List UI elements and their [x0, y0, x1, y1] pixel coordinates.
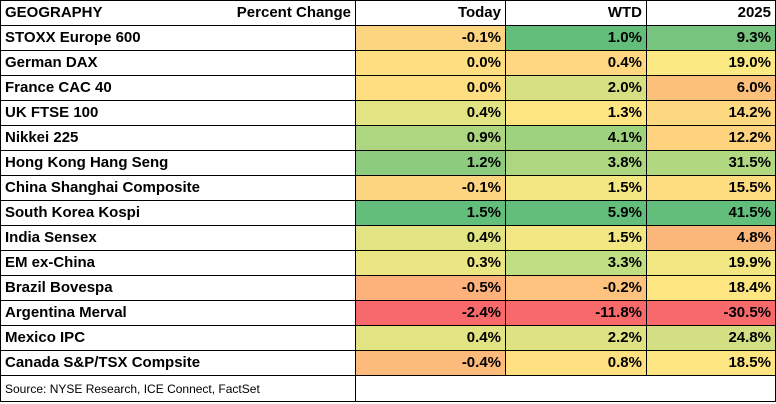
- table-row: France CAC 40 0.0% 2.0% 6.0%: [0, 75, 776, 101]
- geography-name-cell: German DAX: [0, 50, 356, 76]
- ytd-change-cell: 19.0%: [646, 50, 776, 76]
- today-change-cell: -0.5%: [355, 275, 506, 301]
- today-change-cell: -0.4%: [355, 350, 506, 376]
- today-change-cell: 0.0%: [355, 50, 506, 76]
- ytd-header: 2025: [646, 0, 776, 26]
- geography-name-cell: France CAC 40: [0, 75, 356, 101]
- geography-name-cell: Brazil Bovespa: [0, 275, 356, 301]
- ytd-change-cell: 18.4%: [646, 275, 776, 301]
- table-row: UK FTSE 100 0.4% 1.3% 14.2%: [0, 100, 776, 126]
- table-row: EM ex-China 0.3% 3.3% 19.9%: [0, 250, 776, 276]
- wtd-change-cell: 1.5%: [505, 225, 647, 251]
- ytd-change-cell: 9.3%: [646, 25, 776, 51]
- source-note: Source: NYSE Research, ICE Connect, Fact…: [0, 375, 356, 402]
- table-row: German DAX 0.0% 0.4% 19.0%: [0, 50, 776, 76]
- wtd-change-cell: 3.8%: [505, 150, 647, 176]
- wtd-change-cell: 1.3%: [505, 100, 647, 126]
- today-header: Today: [355, 0, 506, 26]
- today-change-cell: 0.0%: [355, 75, 506, 101]
- today-change-cell: -0.1%: [355, 25, 506, 51]
- wtd-change-cell: 2.0%: [505, 75, 647, 101]
- table-row: Argentina Merval -2.4% -11.8% -30.5%: [0, 300, 776, 326]
- percent-change-header: Percent Change: [236, 4, 351, 21]
- today-change-cell: 0.4%: [355, 225, 506, 251]
- ytd-change-cell: 19.9%: [646, 250, 776, 276]
- today-change-cell: 0.9%: [355, 125, 506, 151]
- table-row: China Shanghai Composite -0.1% 1.5% 15.5%: [0, 175, 776, 201]
- ytd-change-cell: 6.0%: [646, 75, 776, 101]
- table-row: Mexico IPC 0.4% 2.2% 24.8%: [0, 325, 776, 351]
- geography-name-cell: Nikkei 225: [0, 125, 356, 151]
- geography-name-cell: Canada S&P/TSX Compsite: [0, 350, 356, 376]
- wtd-change-cell: 1.5%: [505, 175, 647, 201]
- wtd-change-cell: 2.2%: [505, 325, 647, 351]
- wtd-change-cell: 0.8%: [505, 350, 647, 376]
- wtd-change-cell: 5.9%: [505, 200, 647, 226]
- today-change-cell: 0.3%: [355, 250, 506, 276]
- ytd-change-cell: 24.8%: [646, 325, 776, 351]
- table-row: Canada S&P/TSX Compsite -0.4% 0.8% 18.5%: [0, 350, 776, 376]
- geography-header: GEOGRAPHY: [5, 4, 103, 21]
- today-change-cell: -2.4%: [355, 300, 506, 326]
- table-row: Brazil Bovespa -0.5% -0.2% 18.4%: [0, 275, 776, 301]
- geography-name-cell: South Korea Kospi: [0, 200, 356, 226]
- geography-header-cell: GEOGRAPHY Percent Change: [0, 0, 356, 26]
- ytd-change-cell: -30.5%: [646, 300, 776, 326]
- geography-name-cell: EM ex-China: [0, 250, 356, 276]
- wtd-change-cell: 3.3%: [505, 250, 647, 276]
- wtd-header: WTD: [505, 0, 647, 26]
- table-row: STOXX Europe 600 -0.1% 1.0% 9.3%: [0, 25, 776, 51]
- ytd-change-cell: 18.5%: [646, 350, 776, 376]
- empty-cell: [355, 375, 776, 402]
- geography-name-cell: Mexico IPC: [0, 325, 356, 351]
- geography-name-cell: STOXX Europe 600: [0, 25, 356, 51]
- ytd-change-cell: 31.5%: [646, 150, 776, 176]
- wtd-change-cell: -0.2%: [505, 275, 647, 301]
- geography-name-cell: India Sensex: [0, 225, 356, 251]
- geography-name-cell: Hong Kong Hang Seng: [0, 150, 356, 176]
- ytd-change-cell: 12.2%: [646, 125, 776, 151]
- today-change-cell: -0.1%: [355, 175, 506, 201]
- today-change-cell: 0.4%: [355, 100, 506, 126]
- ytd-change-cell: 4.8%: [646, 225, 776, 251]
- today-change-cell: 0.4%: [355, 325, 506, 351]
- wtd-change-cell: 1.0%: [505, 25, 647, 51]
- geography-name-cell: UK FTSE 100: [0, 100, 356, 126]
- today-change-cell: 1.2%: [355, 150, 506, 176]
- source-row: Source: NYSE Research, ICE Connect, Fact…: [0, 375, 776, 402]
- table-row: India Sensex 0.4% 1.5% 4.8%: [0, 225, 776, 251]
- geography-name-cell: China Shanghai Composite: [0, 175, 356, 201]
- today-change-cell: 1.5%: [355, 200, 506, 226]
- table-row: Hong Kong Hang Seng 1.2% 3.8% 31.5%: [0, 150, 776, 176]
- geography-name-cell: Argentina Merval: [0, 300, 356, 326]
- table-row: South Korea Kospi 1.5% 5.9% 41.5%: [0, 200, 776, 226]
- header-row: GEOGRAPHY Percent Change Today WTD 2025: [0, 0, 776, 26]
- wtd-change-cell: -11.8%: [505, 300, 647, 326]
- ytd-change-cell: 15.5%: [646, 175, 776, 201]
- table-row: Nikkei 225 0.9% 4.1% 12.2%: [0, 125, 776, 151]
- ytd-change-cell: 14.2%: [646, 100, 776, 126]
- wtd-change-cell: 0.4%: [505, 50, 647, 76]
- wtd-change-cell: 4.1%: [505, 125, 647, 151]
- ytd-change-cell: 41.5%: [646, 200, 776, 226]
